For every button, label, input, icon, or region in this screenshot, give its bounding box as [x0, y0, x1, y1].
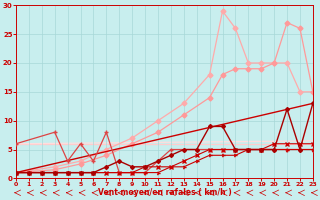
- X-axis label: Vent moyen/en rafales ( km/h ): Vent moyen/en rafales ( km/h ): [98, 188, 231, 197]
